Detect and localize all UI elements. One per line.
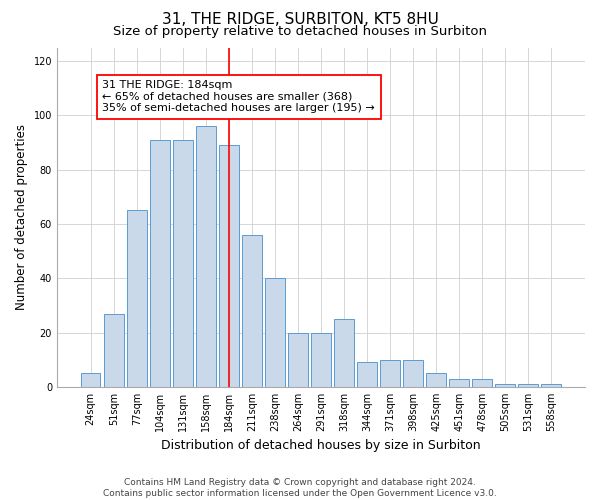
Bar: [311, 332, 331, 387]
Bar: [150, 140, 170, 387]
Bar: [334, 319, 354, 387]
Bar: [472, 379, 492, 387]
Bar: [127, 210, 146, 387]
Bar: [541, 384, 561, 387]
Text: 31, THE RIDGE, SURBITON, KT5 8HU: 31, THE RIDGE, SURBITON, KT5 8HU: [161, 12, 439, 28]
Bar: [449, 379, 469, 387]
X-axis label: Distribution of detached houses by size in Surbiton: Distribution of detached houses by size …: [161, 440, 481, 452]
Bar: [173, 140, 193, 387]
Bar: [403, 360, 423, 387]
Bar: [380, 360, 400, 387]
Bar: [496, 384, 515, 387]
Y-axis label: Number of detached properties: Number of detached properties: [15, 124, 28, 310]
Text: Contains HM Land Registry data © Crown copyright and database right 2024.
Contai: Contains HM Land Registry data © Crown c…: [103, 478, 497, 498]
Bar: [242, 235, 262, 387]
Bar: [219, 146, 239, 387]
Text: Size of property relative to detached houses in Surbiton: Size of property relative to detached ho…: [113, 25, 487, 38]
Bar: [265, 278, 284, 387]
Bar: [426, 374, 446, 387]
Bar: [518, 384, 538, 387]
Text: 31 THE RIDGE: 184sqm
← 65% of detached houses are smaller (368)
35% of semi-deta: 31 THE RIDGE: 184sqm ← 65% of detached h…: [102, 80, 375, 114]
Bar: [288, 332, 308, 387]
Bar: [104, 314, 124, 387]
Bar: [196, 126, 215, 387]
Bar: [81, 374, 100, 387]
Bar: [357, 362, 377, 387]
